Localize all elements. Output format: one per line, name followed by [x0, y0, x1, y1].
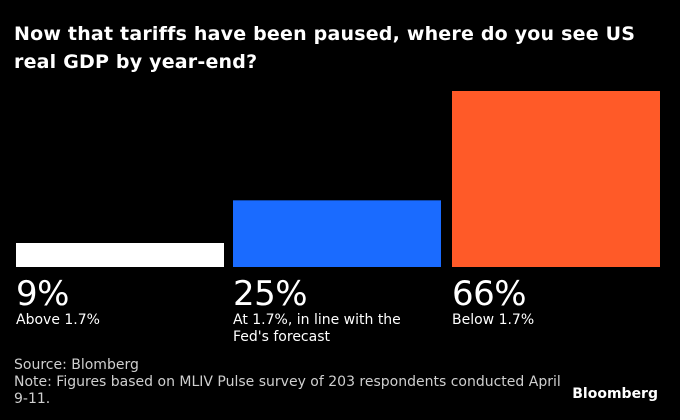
source-note: Source: Blomberg — [14, 357, 139, 373]
bar-2 — [452, 91, 660, 267]
bar-0 — [16, 243, 224, 267]
chart-title: Now that tariffs have been paused, where… — [14, 23, 636, 73]
value-label-above: 9% — [16, 274, 69, 314]
chart-footer: Source: Blomberg Note: Figures based on … — [14, 357, 574, 408]
category-label-below: Below 1.7% — [452, 312, 535, 328]
bar-1 — [233, 200, 441, 267]
survey-note: Note: Figures based on MLIV Pulse survey… — [14, 374, 561, 407]
bar-label-group-2: 66% Below 1.7% — [452, 276, 662, 329]
bar-label-group-0: 9% Above 1.7% — [16, 276, 226, 329]
category-label-above: Above 1.7% — [16, 312, 100, 328]
bar-label-group-1: 25% At 1.7%, in line with the Fed's fore… — [233, 276, 443, 346]
bloomberg-logo: Bloomberg — [572, 386, 658, 402]
value-label-at: 25% — [233, 274, 308, 314]
value-label-below: 66% — [452, 274, 527, 314]
category-label-at: At 1.7%, in line with the Fed's forecast — [233, 312, 401, 345]
